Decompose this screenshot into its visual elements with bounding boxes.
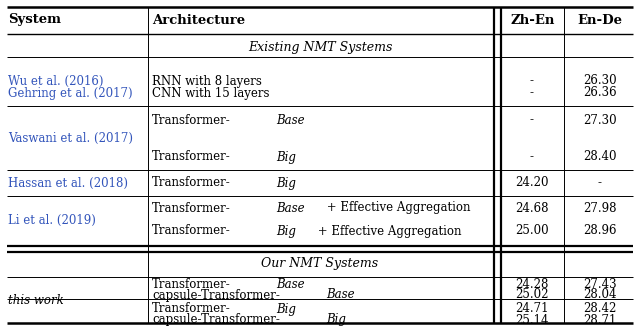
Text: En-De: En-De	[577, 14, 623, 26]
Text: -: -	[598, 177, 602, 189]
Text: Architecture: Architecture	[152, 14, 245, 26]
Text: Transformer-: Transformer-	[152, 224, 231, 238]
Text: Wu et al. (2016): Wu et al. (2016)	[8, 75, 104, 87]
Text: 24.28: 24.28	[515, 278, 548, 290]
Text: 24.20: 24.20	[515, 177, 548, 189]
Text: Big: Big	[276, 303, 296, 315]
Text: Zh-En: Zh-En	[511, 14, 555, 26]
Text: System: System	[8, 14, 61, 26]
Text: Vaswani et al. (2017): Vaswani et al. (2017)	[8, 131, 133, 145]
Text: Base: Base	[326, 288, 355, 302]
Text: 27.98: 27.98	[583, 202, 617, 214]
Text: 27.30: 27.30	[583, 114, 617, 126]
Text: 28.96: 28.96	[583, 224, 617, 238]
Text: Gehring et al. (2017): Gehring et al. (2017)	[8, 86, 132, 100]
Text: Transformer-: Transformer-	[152, 278, 231, 290]
Text: + Effective Aggregation: + Effective Aggregation	[323, 202, 470, 214]
Text: Transformer-: Transformer-	[152, 150, 231, 163]
Text: 28.42: 28.42	[583, 303, 617, 315]
Text: Transformer-: Transformer-	[152, 202, 231, 214]
Text: -: -	[530, 75, 534, 87]
Text: Transformer-: Transformer-	[152, 114, 231, 126]
Text: -: -	[530, 150, 534, 163]
Text: Li et al. (2019): Li et al. (2019)	[8, 214, 96, 226]
Text: -: -	[530, 86, 534, 100]
Text: Hassan et al. (2018): Hassan et al. (2018)	[8, 177, 128, 189]
Text: 25.00: 25.00	[515, 224, 549, 238]
Text: 28.40: 28.40	[583, 150, 617, 163]
Text: this work: this work	[8, 293, 64, 307]
Text: Existing NMT Systems: Existing NMT Systems	[248, 41, 392, 53]
Text: Transformer-: Transformer-	[152, 177, 231, 189]
Text: CNN with 15 layers: CNN with 15 layers	[152, 86, 269, 100]
Text: Base: Base	[276, 202, 305, 214]
Text: capsule-Transformer-: capsule-Transformer-	[152, 314, 280, 326]
Text: 27.43: 27.43	[583, 278, 617, 290]
Text: Big: Big	[276, 177, 296, 189]
Text: 26.36: 26.36	[583, 86, 617, 100]
Text: 25.02: 25.02	[515, 288, 548, 302]
Text: Transformer-: Transformer-	[152, 303, 231, 315]
Text: 26.30: 26.30	[583, 75, 617, 87]
Text: 28.71: 28.71	[583, 314, 617, 326]
Text: 25.14: 25.14	[515, 314, 548, 326]
Text: RNN with 8 layers: RNN with 8 layers	[152, 75, 262, 87]
Text: -: -	[530, 114, 534, 126]
Text: Base: Base	[276, 278, 305, 290]
Text: Big: Big	[276, 150, 296, 163]
Text: + Effective Aggregation: + Effective Aggregation	[314, 224, 461, 238]
Text: 24.68: 24.68	[515, 202, 548, 214]
Text: 24.71: 24.71	[515, 303, 548, 315]
Text: Base: Base	[276, 114, 305, 126]
Text: capsule-Transformer-: capsule-Transformer-	[152, 288, 280, 302]
Text: Big: Big	[276, 224, 296, 238]
Text: Big: Big	[326, 314, 346, 326]
Text: 28.04: 28.04	[583, 288, 617, 302]
Text: Our NMT Systems: Our NMT Systems	[261, 257, 379, 271]
